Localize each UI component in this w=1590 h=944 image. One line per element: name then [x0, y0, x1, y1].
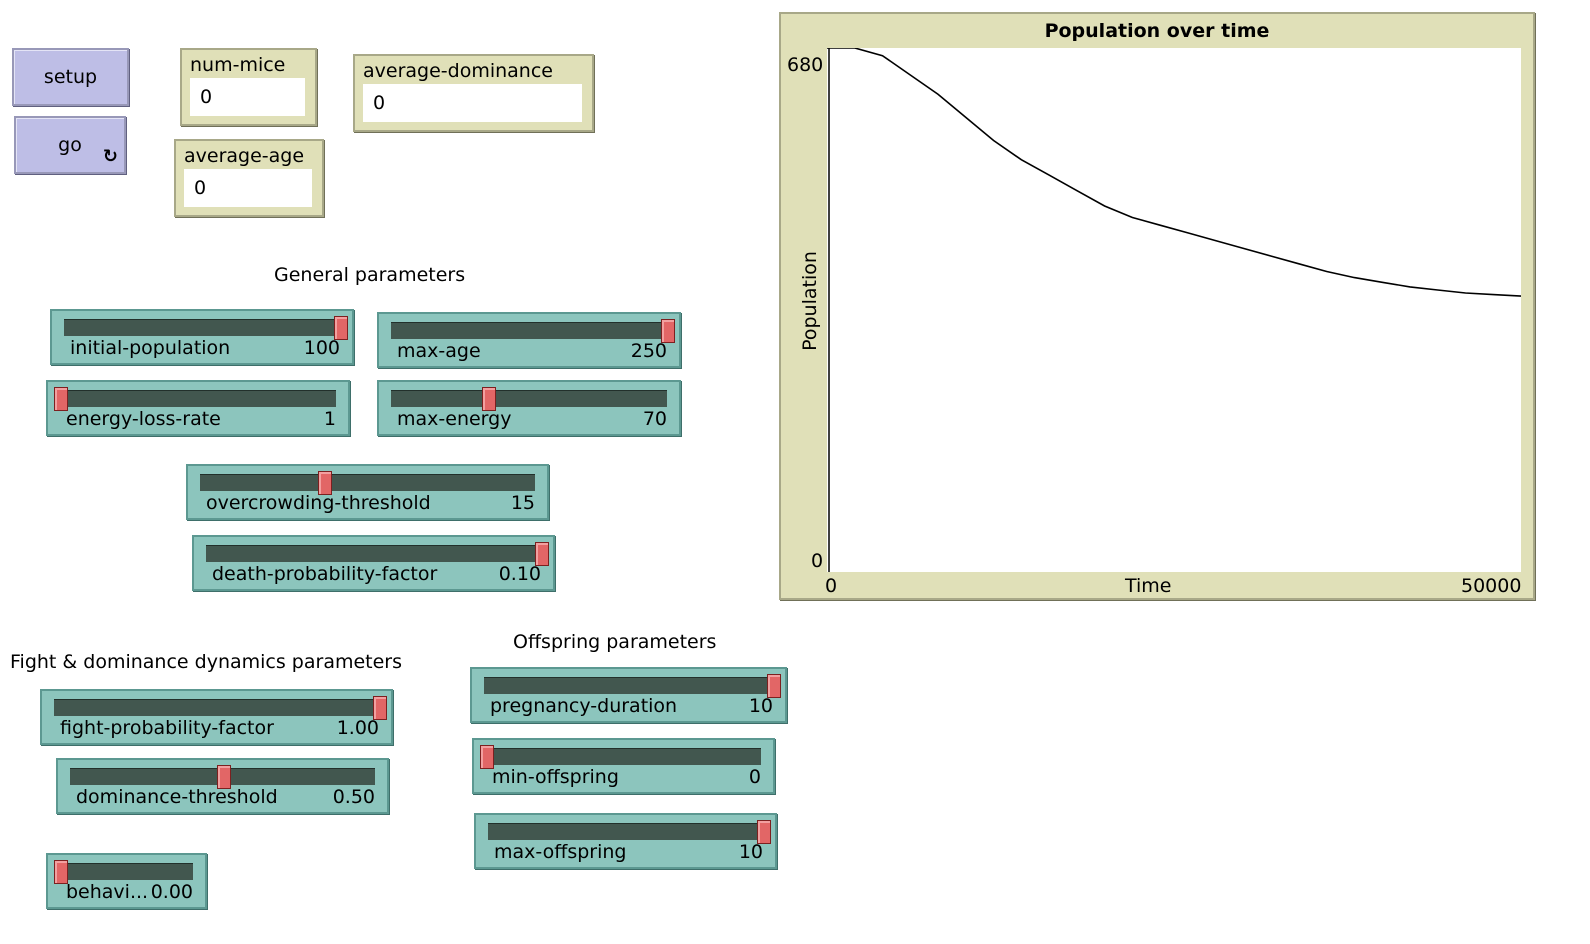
slider-track[interactable] — [200, 471, 535, 495]
monitor-value: 0 — [363, 84, 582, 122]
slider-max-age[interactable]: max-age 250 — [377, 312, 681, 368]
x-min-tick: 0 — [825, 575, 838, 597]
slider-thumb[interactable] — [480, 745, 494, 769]
slider-track[interactable] — [484, 674, 781, 698]
slider-track[interactable] — [70, 765, 375, 789]
slider-dominance-threshold[interactable]: dominance-threshold 0.50 — [56, 758, 389, 814]
slider-pregnancy-duration[interactable]: pregnancy-duration 10 — [470, 667, 787, 723]
slider-label: energy-loss-rate — [66, 408, 221, 430]
x-max-tick: 50000 — [1461, 575, 1522, 597]
slider-track[interactable] — [54, 387, 336, 411]
slider-track[interactable] — [391, 319, 675, 343]
slider-death-probability-factor[interactable]: death-probability-factor 0.10 — [192, 535, 555, 591]
slider-label: max-age — [397, 340, 481, 362]
slider-value: 1.00 — [336, 717, 379, 739]
monitor-num-mice: num-mice 0 — [180, 48, 317, 126]
slider-max-offspring[interactable]: max-offspring 10 — [474, 813, 777, 869]
monitor-label: num-mice — [190, 54, 286, 76]
slider-track[interactable] — [206, 542, 549, 566]
slider-fight-probability-factor[interactable]: fight-probability-factor 1.00 — [40, 689, 393, 745]
monitor-value: 0 — [184, 169, 312, 207]
offspring-parameters-note: Offspring parameters — [513, 631, 717, 653]
slider-label: pregnancy-duration — [490, 695, 678, 717]
forever-icon: ↻ — [102, 146, 118, 167]
slider-value: 0.50 — [332, 786, 375, 808]
monitor-average-dominance: average-dominance 0 — [353, 54, 594, 132]
slider-energy-loss-rate[interactable]: energy-loss-rate 1 — [46, 380, 350, 436]
slider-behavior[interactable]: behavi... 0.00 — [46, 853, 207, 909]
slider-min-offspring[interactable]: min-offspring 0 — [472, 738, 775, 794]
slider-thumb[interactable] — [767, 674, 781, 698]
slider-thumb[interactable] — [757, 820, 771, 844]
y-max-tick: 680 — [787, 54, 824, 76]
slider-value: 250 — [630, 340, 667, 362]
slider-initial-population[interactable]: initial-population 100 — [50, 309, 354, 365]
monitor-label: average-age — [184, 145, 305, 167]
monitor-label: average-dominance — [363, 60, 553, 82]
slider-track[interactable] — [480, 745, 761, 769]
slider-thumb[interactable] — [481, 387, 496, 411]
slider-label: fight-probability-factor — [60, 717, 274, 739]
slider-thumb[interactable] — [535, 542, 549, 566]
slider-thumb[interactable] — [373, 696, 387, 720]
slider-thumb[interactable] — [317, 471, 332, 495]
slider-value: 15 — [510, 492, 535, 514]
population-series-line — [827, 48, 1521, 297]
monitor-average-age: average-age 0 — [174, 139, 324, 217]
monitor-value: 0 — [190, 78, 305, 116]
slider-track[interactable] — [54, 696, 387, 720]
slider-track[interactable] — [54, 860, 193, 884]
slider-value: 1 — [323, 408, 336, 430]
slider-track[interactable] — [488, 820, 771, 844]
general-parameters-note: General parameters — [274, 264, 466, 286]
slider-value: 10 — [748, 695, 773, 717]
plot-canvas — [827, 48, 1521, 572]
setup-button-label: setup — [43, 66, 98, 88]
slider-track[interactable] — [391, 387, 667, 411]
y-min-tick: 0 — [811, 550, 824, 572]
go-button-label: go — [58, 134, 82, 156]
slider-thumb[interactable] — [54, 860, 68, 884]
slider-thumb[interactable] — [216, 765, 231, 789]
population-plot: Population over time 680 0 0 50000 Time … — [779, 12, 1535, 600]
plot-title: Population over time — [1044, 20, 1270, 42]
plot-svg — [827, 48, 1521, 572]
slider-value: 10 — [738, 841, 763, 863]
slider-label: max-offspring — [494, 841, 627, 863]
slider-thumb[interactable] — [661, 319, 675, 343]
slider-label: overcrowding-threshold — [206, 492, 431, 514]
slider-label: max-energy — [397, 408, 512, 430]
slider-label: initial-population — [70, 337, 231, 359]
slider-value: 100 — [303, 337, 340, 359]
fight-dominance-note: Fight & dominance dynamics parameters — [10, 651, 403, 673]
slider-value: 0 — [748, 766, 761, 788]
slider-label: min-offspring — [492, 766, 619, 788]
slider-value: 0.10 — [498, 563, 541, 585]
x-axis-label: Time — [1125, 575, 1172, 597]
slider-max-energy[interactable]: max-energy 70 — [377, 380, 681, 436]
setup-button[interactable]: setup — [12, 48, 129, 106]
slider-overcrowding-threshold[interactable]: overcrowding-threshold 15 — [186, 464, 549, 520]
y-axis-label: Population — [799, 251, 821, 351]
slider-thumb[interactable] — [54, 387, 68, 411]
go-button[interactable]: go ↻ — [14, 116, 126, 174]
slider-value: 70 — [642, 408, 667, 430]
slider-track[interactable] — [64, 316, 348, 340]
slider-thumb[interactable] — [334, 316, 348, 340]
slider-label: death-probability-factor — [212, 563, 438, 585]
slider-label: dominance-threshold — [76, 786, 278, 808]
slider-label: behavi... — [66, 881, 149, 903]
slider-value: 0.00 — [150, 881, 193, 903]
